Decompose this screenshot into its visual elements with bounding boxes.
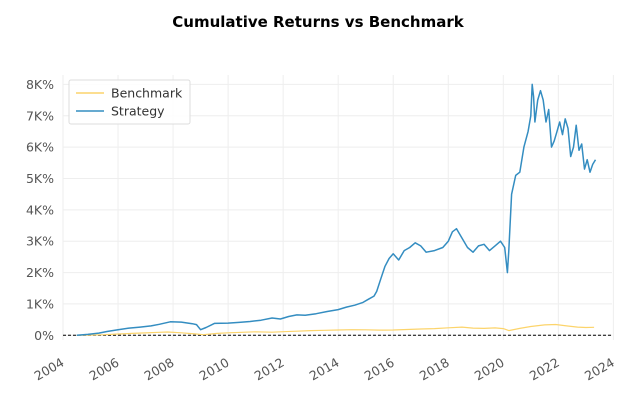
x-axis: 2004 2006 2008 2010 2012 2014 2016 2018 2020 2022… [31,355,616,384]
x-tick-label: 2008 [142,355,177,384]
series-line-benchmark [76,323,595,336]
series-line-strategy [76,83,597,337]
legend-label-strategy: Strategy [111,104,165,119]
series-layer [76,83,597,337]
y-tick-label: 1K% [26,296,54,311]
x-tick-label: 2012 [252,355,287,384]
y-tick-label: 4K% [26,202,54,217]
x-tick-label: 2010 [197,355,232,384]
legend-label-benchmark: Benchmark [111,86,183,101]
y-tick-label: 6K% [26,140,54,155]
y-axis: 0% 1K% 2K% 3K% 4K% 5K% 6K% 7K% 8K% [26,77,54,343]
y-tick-label: 0% [34,328,54,343]
x-tick-label: 2024 [582,355,617,384]
legend-box [68,79,191,125]
y-tick-label: 2K% [26,265,54,280]
x-tick-label: 2022 [527,355,562,384]
x-tick-label: 2014 [307,355,342,384]
x-tick-label: 2006 [86,355,121,384]
y-tick-label: 5K% [26,171,54,186]
x-tick-label: 2018 [417,355,452,384]
y-tick-label: 8K% [26,77,54,92]
chart-title: Cumulative Returns vs Benchmark [172,13,464,31]
y-tick-label: 7K% [26,108,54,123]
y-tick-label: 3K% [26,234,54,249]
x-tick-label: 2004 [31,355,66,384]
x-tick-label: 2016 [362,355,397,384]
x-tick-label: 2020 [472,355,507,384]
legend: Benchmark Strategy [68,79,191,125]
